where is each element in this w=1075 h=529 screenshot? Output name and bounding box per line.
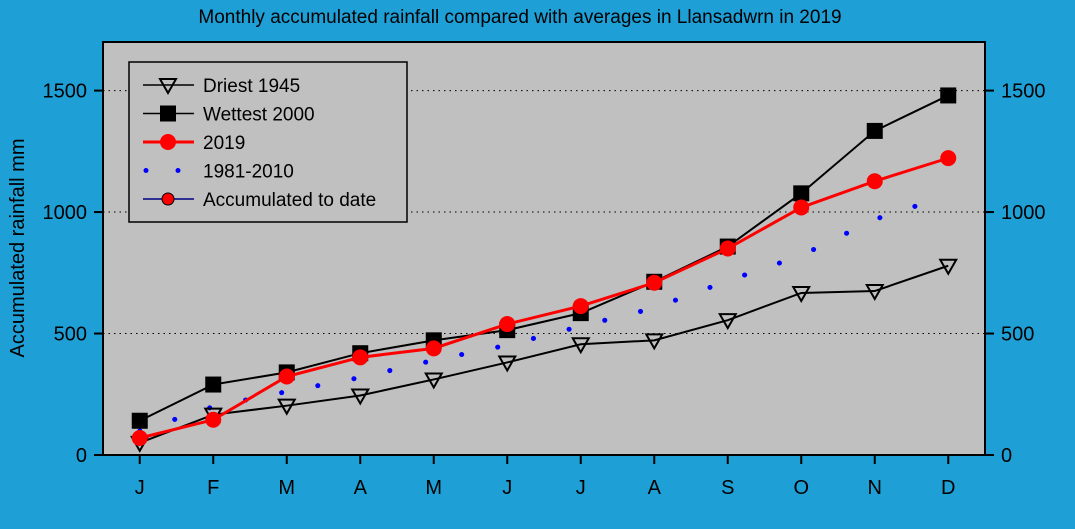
series-driest-1945-line	[139, 264, 949, 444]
series-driest-1945-point	[791, 285, 811, 303]
legend-marker-driest-1945	[158, 78, 178, 96]
y-tick-label-right: 1500	[1001, 81, 1046, 103]
x-tick-label: J	[135, 477, 145, 499]
series-2019-point	[646, 274, 663, 291]
series-driest-1945-point	[424, 372, 444, 390]
series-2019-point	[278, 368, 295, 385]
x-tick-label: N	[868, 477, 882, 499]
series-wettest-2000-point	[205, 376, 222, 393]
x-tick-label: F	[207, 477, 219, 499]
series-wettest-2000-point	[131, 412, 148, 429]
series-2019-point	[572, 298, 589, 315]
legend-swatch-1981-2010	[175, 168, 181, 173]
series-driest-1945-point	[277, 398, 297, 416]
series-2019-point	[719, 240, 736, 257]
series-driest-1945-point	[865, 284, 885, 302]
series-2019-point	[793, 199, 810, 216]
legend-swatch-1981-2010	[143, 168, 149, 173]
series-driest-1945-point	[350, 388, 370, 406]
x-tick-label: S	[721, 477, 734, 499]
series-2019-point	[940, 150, 957, 167]
series-driest-1945-point	[938, 258, 958, 276]
chart-title: Monthly accumulated rainfall compared wi…	[198, 7, 841, 28]
series-wettest-2000-point	[793, 185, 810, 202]
y-tick-label: 0	[76, 445, 87, 467]
y-tick-label-right: 0	[1001, 445, 1012, 467]
series-driest-1945-point	[497, 355, 517, 373]
y-tick-label-right: 1000	[1001, 202, 1046, 224]
x-tick-label: J	[576, 477, 586, 499]
x-tick-label: M	[425, 477, 442, 499]
y-tick-label: 1000	[43, 202, 88, 224]
x-tick-label: A	[648, 477, 662, 499]
series-2019-point	[425, 340, 442, 357]
x-tick-label: A	[354, 477, 368, 499]
x-tick-label: O	[793, 477, 809, 499]
y-tick-label: 500	[54, 324, 87, 346]
legend-marker-accumulated-to-date	[161, 192, 175, 206]
y-tick-label-right: 500	[1001, 324, 1034, 346]
series-driest-1945-point	[718, 313, 738, 331]
series-driest-1945-point	[571, 337, 591, 355]
legend-label: 2019	[203, 133, 245, 154]
series-2019-line	[139, 156, 949, 440]
y-tick-label: 1500	[43, 81, 88, 103]
series-wettest-2000-point	[866, 122, 883, 139]
legend-label: Wettest 2000	[203, 105, 315, 126]
legend-label: Driest 1945	[203, 76, 300, 97]
series-2019-point	[205, 411, 222, 428]
legend-marker-2019	[160, 134, 176, 150]
series-1981-2010-line	[137, 193, 951, 434]
series-wettest-2000-line	[139, 94, 949, 422]
series-driest-1945-point	[644, 333, 664, 351]
series-2019-point	[131, 429, 148, 446]
x-tick-label: J	[502, 477, 512, 499]
series-2019-point	[866, 173, 883, 190]
legend-marker-wettest-2000	[160, 105, 176, 122]
series-2019-point	[352, 349, 369, 366]
series-2019-point	[499, 316, 516, 333]
legend-label: 1981-2010	[203, 162, 294, 183]
y-axis-label: Accumulated rainfall mm	[7, 139, 29, 358]
x-tick-label: D	[941, 477, 955, 499]
series-wettest-2000-point	[940, 87, 957, 104]
x-tick-label: M	[278, 477, 295, 499]
legend-label: Accumulated to date	[203, 190, 376, 211]
